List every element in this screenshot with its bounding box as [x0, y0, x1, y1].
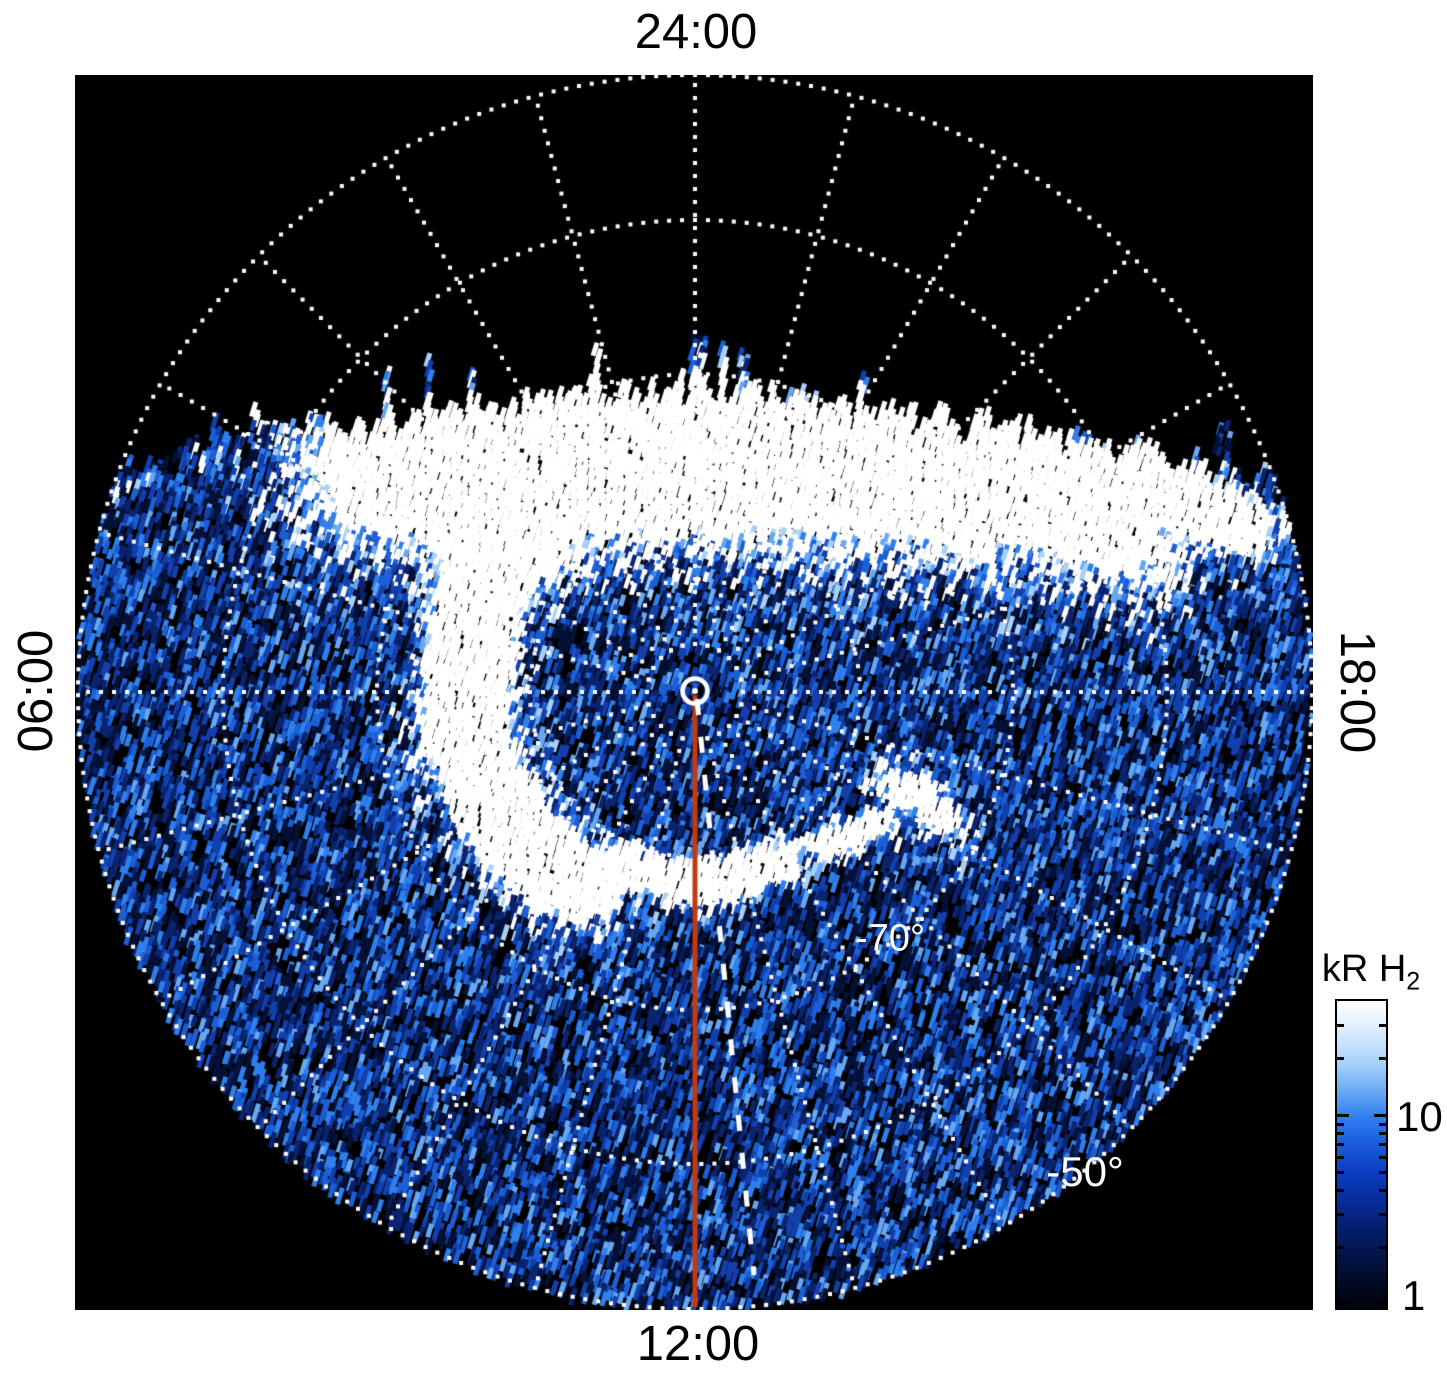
colorbar-major-tick [1337, 1301, 1349, 1304]
polar-heatmap-canvas [75, 75, 1313, 1310]
local-time-label-2400: 24:00 [634, 5, 758, 59]
colorbar-minor-tick [1337, 1212, 1344, 1216]
colorbar [1335, 999, 1388, 1310]
colorbar-minor-tick [1379, 1212, 1386, 1216]
latitude-label-minus70: -70° [854, 917, 926, 960]
colorbar-minor-tick [1379, 1155, 1386, 1159]
colorbar-minor-tick [1337, 1155, 1344, 1159]
colorbar-minor-tick [1337, 1056, 1344, 1060]
colorbar-minor-tick [1337, 1189, 1344, 1193]
colorbar-major-tick [1337, 1113, 1349, 1117]
local-time-label-1200: 12:00 [636, 1317, 760, 1371]
colorbar-minor-tick [1337, 1122, 1344, 1126]
colorbar-tick-label-10: 10 [1396, 1093, 1443, 1140]
colorbar-title: kR H2 [1322, 948, 1420, 997]
colorbar-major-tick [1374, 1113, 1386, 1117]
polar-plot-area: -70° -50° [75, 75, 1313, 1310]
colorbar-minor-tick [1379, 1143, 1386, 1147]
local-time-label-0600: 06:00 [9, 629, 63, 753]
colorbar-minor-tick [1379, 1023, 1386, 1027]
colorbar-minor-tick [1337, 1246, 1344, 1250]
latitude-label-minus50: -50° [1046, 1148, 1124, 1195]
colorbar-title-subscript: 2 [1406, 967, 1421, 996]
colorbar-tick-label-1: 1 [1402, 1272, 1426, 1319]
colorbar-minor-tick [1379, 1189, 1386, 1193]
colorbar-major-tick [1374, 1301, 1386, 1304]
colorbar-minor-tick [1337, 1132, 1344, 1136]
colorbar-minor-tick [1379, 1246, 1386, 1250]
colorbar-minor-tick [1379, 1170, 1386, 1174]
colorbar-title-main: kR H [1321, 948, 1407, 990]
colorbar-minor-tick [1337, 1023, 1344, 1027]
colorbar-minor-tick [1379, 1122, 1386, 1126]
colorbar-minor-tick [1379, 1132, 1386, 1136]
local-time-label-1800: 18:00 [1330, 630, 1384, 754]
colorbar-minor-tick [1337, 1143, 1344, 1147]
colorbar-minor-tick [1337, 1170, 1344, 1174]
colorbar-minor-tick [1379, 1056, 1386, 1060]
